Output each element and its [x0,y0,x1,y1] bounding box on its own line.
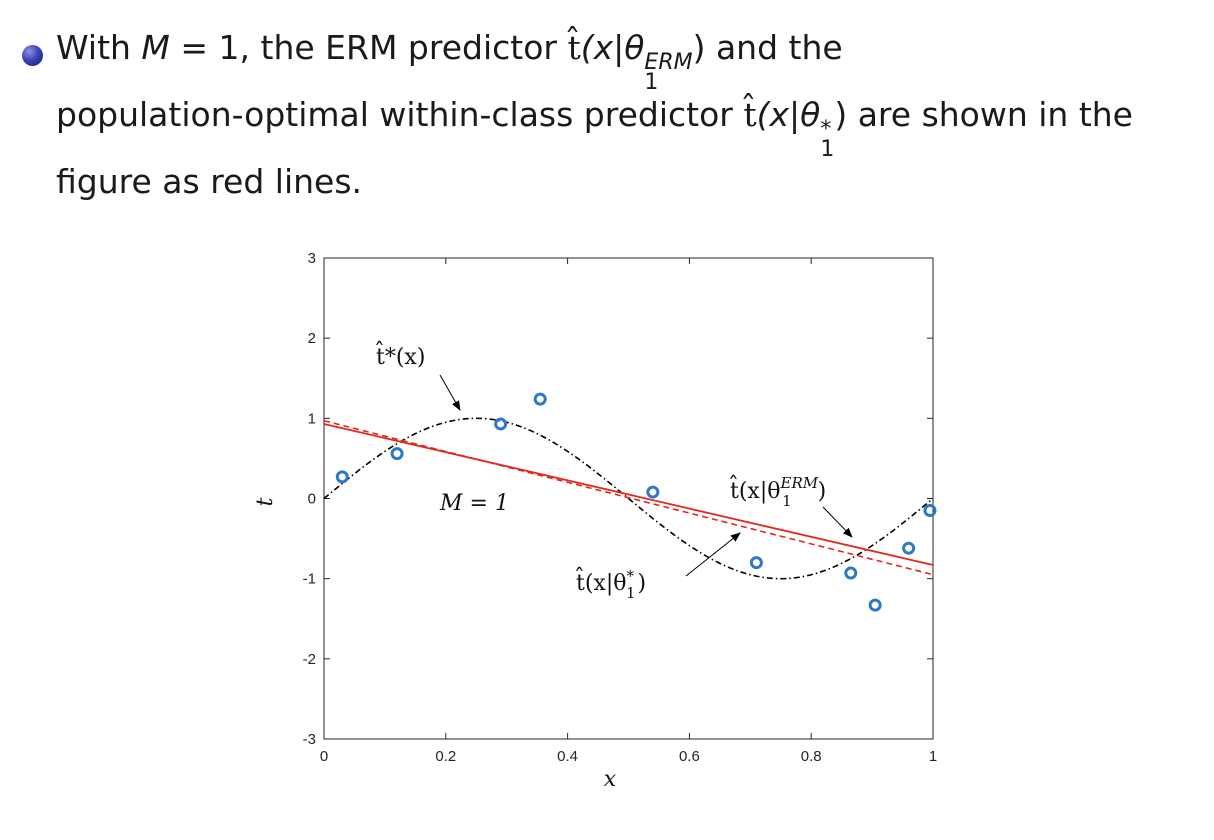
data-point [646,485,660,499]
text-fragment: = 1, the ERM predictor [169,28,568,67]
x-tick-label: 0.2 [435,748,456,765]
x-tick-label: 1 [929,748,937,765]
data-point [749,556,763,570]
data-points [335,392,937,612]
data-point [844,566,858,580]
optimal-predictor-label: t̂(x|θ* 1) [576,567,646,602]
y-tick-label: -2 [303,651,316,668]
data-point [390,447,404,461]
model-order-label: M = 1 [439,491,509,516]
y-tick-label: 2 [308,330,316,347]
math-superscript: ERM [644,50,693,75]
axis-ticks [323,257,934,740]
x-tick-label: 0.4 [557,748,578,765]
bullet-icon [22,45,43,66]
math-expression: (x|θ [756,95,821,134]
text-fragment: ) and the [692,28,843,67]
math-superscript: * [820,117,832,142]
text-line-1: With M = 1, the ERM predictor t̂(x|θ ERM 1… [56,26,1202,95]
erm-predictor-label: t̂(x|θERM 1) [730,474,826,510]
y-tick-label: -3 [303,731,316,748]
y-tick-label: 3 [308,250,316,267]
tick-labels: 0 0.2 0.4 0.6 0.8 1 -3 -2 -1 0 1 2 3 [303,250,938,765]
math-symbol: t̂ [567,28,581,67]
math-subscript: 1 [644,70,659,95]
true-function-label: t̂*(x) [376,341,426,370]
math-supsub: * 1 [820,117,835,162]
true-function-arrow [439,374,461,411]
text-fragment: ) are shown in the [834,95,1133,134]
optimal-predictor-arrow [685,532,741,577]
data-point [923,504,937,518]
math-symbol: M [141,28,170,67]
y-tick-label: 1 [308,410,316,427]
y-tick-label: 0 [308,491,316,508]
text-fragment: population-optimal within-class predicto… [56,95,744,134]
data-point [335,470,349,484]
text-line-2: population-optimal within-class predicto… [56,93,1202,162]
data-point [533,392,547,406]
text-fragment: With [56,28,142,67]
text-line-3: figure as red lines. [56,160,1202,204]
data-point [902,541,916,555]
optimal-predictor-line [323,419,934,576]
x-tick-label: 0 [320,748,328,765]
y-axis-label: t [253,497,278,506]
math-expression: (x|θ [580,28,645,67]
erm-predictor-line [323,423,934,566]
y-tick-label: -1 [303,571,316,588]
data-point [494,417,508,431]
x-tick-label: 0.6 [679,748,700,765]
x-axis-label: x [604,767,617,792]
data-point [868,598,882,612]
math-symbol: t̂ [743,95,757,134]
x-tick-label: 0.8 [801,748,822,765]
text-fragment: figure as red lines. [56,162,363,201]
math-subscript: 1 [820,137,835,162]
bullet-text: With M = 1, the ERM predictor t̂(x|θ ERM 1… [56,26,1202,204]
erm-predictor-arrow [822,506,853,538]
math-supsub: ERM 1 [644,50,693,95]
